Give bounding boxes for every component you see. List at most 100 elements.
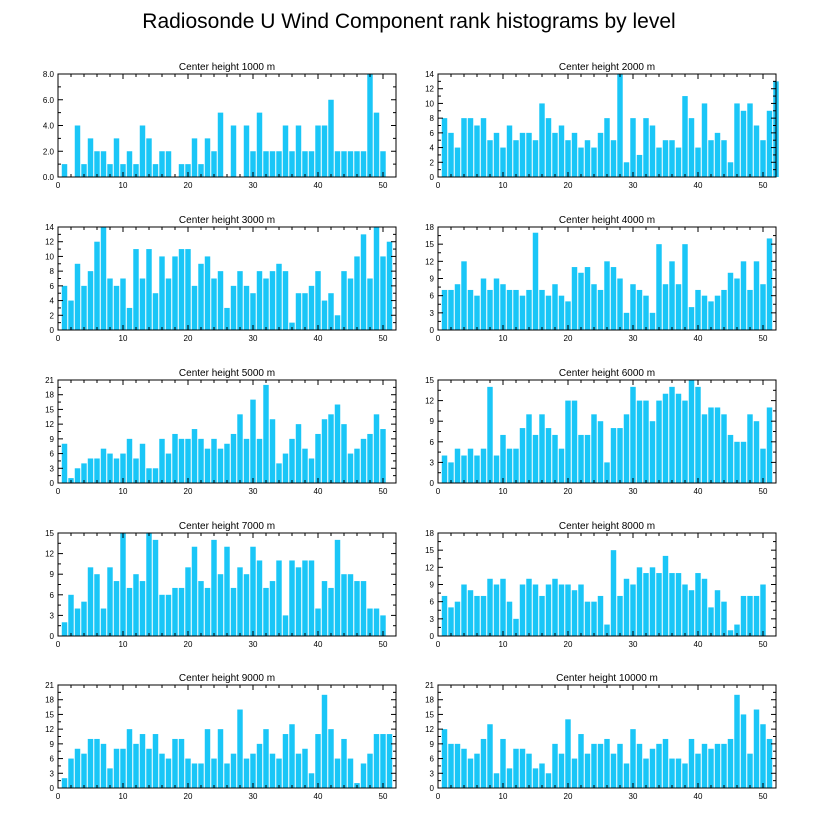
histogram-bar [107, 278, 113, 330]
x-tick-label: 10 [499, 334, 508, 343]
x-tick-label: 0 [56, 640, 61, 649]
y-tick-label: 10 [425, 99, 434, 108]
histogram-bar [467, 118, 474, 177]
histogram-bar [289, 438, 295, 483]
histogram-bar [682, 400, 688, 483]
histogram-bar [493, 584, 500, 636]
histogram-bar [107, 453, 113, 483]
histogram-bar [539, 763, 545, 788]
histogram-bar [354, 256, 360, 330]
x-tick-label: 20 [184, 181, 193, 190]
histogram-bar [334, 151, 341, 177]
histogram-bar [341, 271, 347, 330]
histogram-bar [591, 147, 597, 177]
histogram-bar [571, 400, 578, 483]
histogram-bar [480, 738, 487, 788]
figure-title: Radiosonde U Wind Component rank histogr… [142, 10, 675, 33]
histogram-bar [461, 748, 467, 788]
histogram-bar [217, 729, 224, 788]
x-tick-label: 50 [379, 487, 388, 496]
histogram-bar [747, 595, 753, 636]
histogram-bar [584, 753, 591, 788]
histogram-bar [217, 271, 224, 330]
histogram-bar [380, 615, 386, 636]
histogram-bar [500, 147, 506, 177]
histogram-bar [178, 249, 185, 330]
histogram-bar [328, 729, 334, 788]
histogram-bar [734, 103, 740, 177]
histogram-bar [636, 289, 643, 330]
histogram-bar [519, 748, 526, 788]
y-tick-label: 8 [50, 267, 55, 276]
histogram-bar [100, 608, 107, 636]
histogram-bar [113, 748, 120, 788]
histogram-bar [380, 256, 386, 330]
histogram-bar [94, 574, 100, 636]
histogram-bar [295, 125, 302, 177]
histogram-bar [480, 118, 487, 177]
histogram-bar [740, 110, 747, 177]
y-tick-label: 21 [45, 376, 54, 385]
y-tick-label: 15 [425, 710, 434, 719]
y-tick-label: 9 [430, 740, 435, 749]
x-tick-label: 20 [184, 792, 193, 801]
x-tick-label: 50 [759, 181, 768, 190]
y-tick-label: 3 [50, 464, 55, 473]
histogram-bar [185, 164, 191, 178]
histogram-bar [120, 278, 126, 330]
histogram-bar [747, 289, 753, 330]
x-tick-label: 20 [564, 640, 573, 649]
histogram-bar [643, 400, 649, 483]
x-tick-label: 10 [119, 334, 128, 343]
histogram-bar [113, 458, 120, 483]
panel-title: Center height 4000 m [559, 215, 655, 226]
histogram-bar [506, 125, 513, 177]
histogram-bar [165, 758, 172, 788]
histogram-bar [506, 448, 513, 483]
x-tick-label: 40 [694, 792, 703, 801]
histogram-bar [474, 455, 480, 483]
histogram-bar [454, 448, 461, 483]
histogram-bar [276, 560, 282, 636]
histogram-bar [688, 590, 695, 636]
histogram-bar [380, 734, 386, 788]
histogram-bar [493, 132, 500, 177]
histogram-bar [441, 729, 448, 788]
histogram-bar [448, 132, 454, 177]
histogram-bar [565, 301, 571, 330]
histogram-bar [682, 584, 688, 636]
histogram-bar [467, 448, 474, 483]
histogram-bar [237, 414, 243, 483]
x-tick-label: 30 [249, 487, 258, 496]
histogram-bar [487, 724, 493, 788]
histogram-bar [68, 758, 74, 788]
histogram-bar [373, 734, 380, 788]
histogram-bar [565, 584, 571, 636]
histogram-bar [282, 271, 289, 330]
histogram-bar [198, 263, 204, 330]
histogram-bar [539, 103, 545, 177]
histogram-bar [623, 414, 630, 483]
histogram-bar [165, 594, 172, 636]
histogram-bar [701, 743, 708, 788]
histogram-bar [675, 147, 682, 177]
histogram-bar [328, 99, 334, 177]
histogram-bar [308, 560, 315, 636]
histogram-bar [282, 453, 289, 483]
histogram-bar [545, 428, 552, 483]
y-tick-label: 6 [430, 292, 435, 301]
histogram-bar [159, 753, 165, 788]
histogram-bar [276, 263, 282, 330]
x-tick-label: 0 [56, 181, 61, 190]
histogram-bar [578, 734, 584, 788]
histogram-bar [380, 429, 386, 483]
histogram-bar [545, 295, 552, 330]
panel-title: Center height 7000 m [179, 521, 275, 532]
x-tick-label: 10 [119, 792, 128, 801]
histogram-bar [100, 151, 107, 177]
histogram-bar [532, 768, 539, 788]
histogram-bar [198, 581, 204, 636]
histogram-bar [276, 151, 282, 177]
histogram-bar [500, 284, 506, 330]
histogram-bar [276, 463, 282, 483]
